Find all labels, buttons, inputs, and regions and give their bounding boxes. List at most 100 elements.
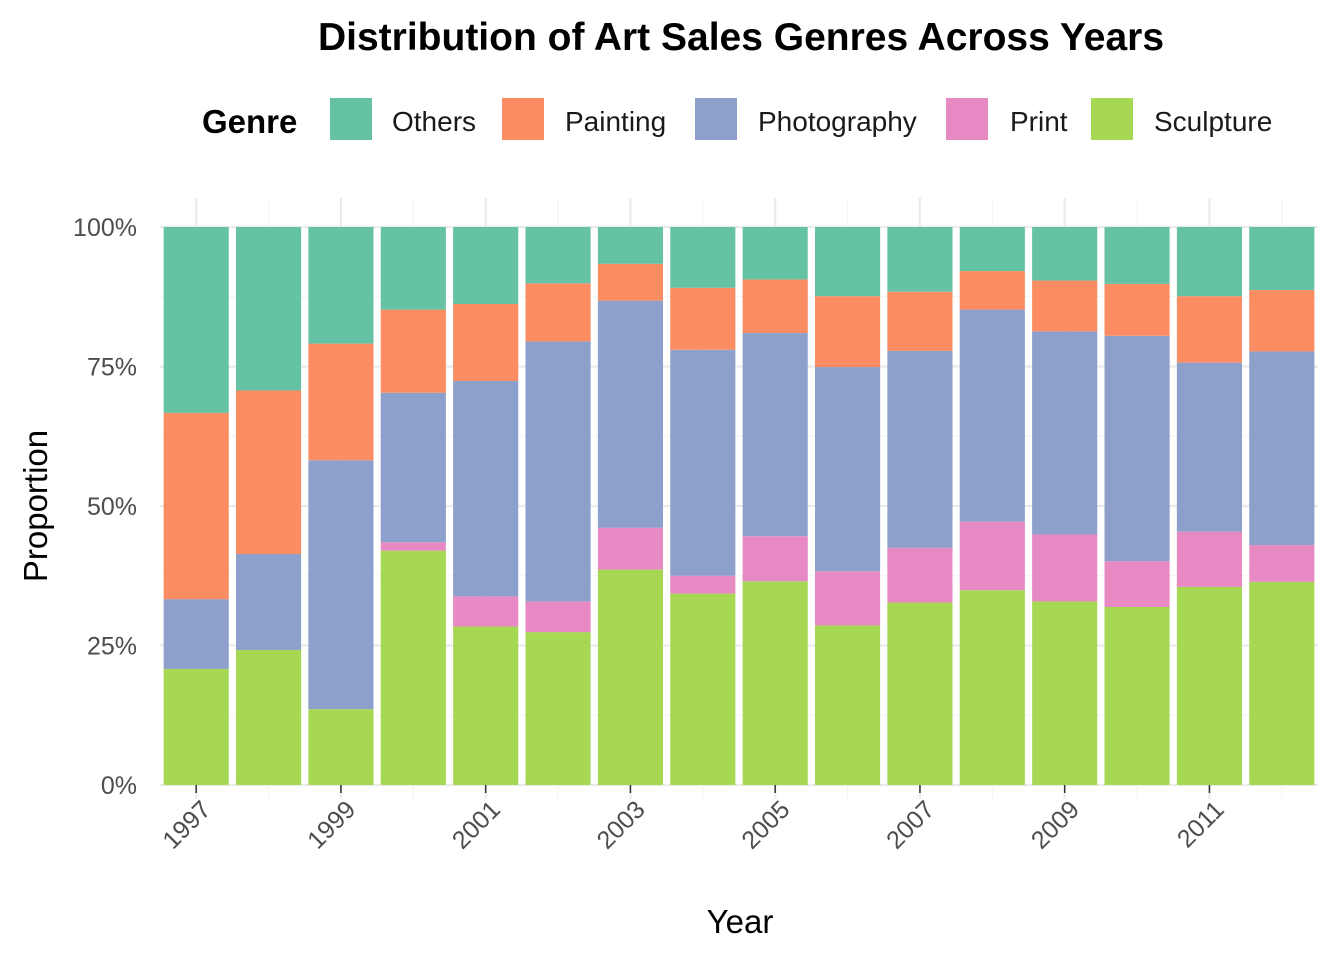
- legend-key-print: [946, 98, 988, 140]
- bar-photography-1997: [163, 599, 229, 669]
- bar-print-2006: [814, 571, 881, 626]
- bar-sculpture-2009: [1032, 601, 1098, 785]
- bar-stack-2007: [887, 227, 953, 785]
- bar-sculpture-2001: [453, 626, 519, 785]
- x-tick-label: 2001: [447, 795, 506, 854]
- bar-sculpture-2003: [597, 569, 664, 785]
- bar-print-2008: [959, 521, 1025, 591]
- bar-photography-2008: [959, 309, 1025, 522]
- legend-title: Genre: [202, 103, 297, 140]
- bar-sculpture-2004: [670, 593, 736, 785]
- legend-label-print: Print: [1010, 106, 1068, 137]
- bar-stack-2000: [380, 227, 446, 785]
- y-axis-title: Proportion: [17, 430, 54, 582]
- chart-title: Distribution of Art Sales Genres Across …: [318, 16, 1164, 59]
- bar-print-2000: [380, 542, 446, 551]
- bar-photography-2003: [597, 300, 664, 528]
- legend-item-others: Others: [330, 98, 476, 140]
- bar-stack-2009: [1032, 227, 1098, 785]
- bar-photography-2010: [1104, 335, 1170, 562]
- y-tick-label: 25%: [87, 633, 137, 661]
- bar-others-2001: [453, 227, 519, 305]
- bar-painting-2008: [959, 271, 1025, 310]
- bar-sculpture-2005: [742, 581, 808, 785]
- bar-photography-1998: [235, 553, 302, 650]
- bar-sculpture-2000: [380, 550, 446, 785]
- bar-stack-1998: [235, 227, 302, 785]
- bar-stack-2005: [742, 227, 808, 785]
- bar-print-2007: [887, 547, 953, 603]
- bar-others-2010: [1104, 227, 1170, 284]
- bar-stack-2004: [670, 227, 736, 785]
- bar-others-1999: [308, 227, 374, 344]
- x-tick-label: 2003: [592, 795, 651, 854]
- legend-item-painting: Painting: [502, 98, 666, 140]
- x-axis: 1997 1999 2001 2003 2005 2007 2009 2011: [157, 785, 1230, 855]
- legend-item-photography: Photography: [695, 98, 917, 140]
- bar-photography-2002: [525, 341, 591, 602]
- bar-painting-1998: [235, 390, 302, 554]
- y-tick-label: 50%: [87, 493, 137, 521]
- bar-stack-2010: [1104, 227, 1170, 785]
- bar-photography-2006: [814, 367, 881, 572]
- bar-stack-2001: [453, 227, 519, 785]
- bar-photography-2011: [1176, 362, 1243, 532]
- bar-painting-2006: [814, 296, 881, 368]
- bar-photography-2000: [380, 392, 446, 543]
- bar-sculpture-2011: [1176, 586, 1243, 785]
- bar-painting-2009: [1032, 280, 1098, 332]
- legend-key-others: [330, 98, 372, 140]
- bar-others-1997: [163, 227, 229, 413]
- bar-others-2002: [525, 227, 591, 284]
- legend-label-sculpture: Sculpture: [1154, 106, 1272, 137]
- bar-stack-1997: [163, 227, 229, 785]
- bar-painting-1997: [163, 412, 229, 600]
- legend-key-sculpture: [1091, 98, 1133, 140]
- bar-others-2006: [814, 227, 881, 297]
- bar-photography-2001: [453, 381, 519, 597]
- bars: [163, 227, 1315, 785]
- bar-print-2001: [453, 596, 519, 627]
- bar-others-1998: [235, 227, 302, 391]
- bar-sculpture-2006: [814, 625, 881, 785]
- y-axis: 0% 25% 50% 75% 100%: [73, 214, 137, 800]
- bar-painting-2007: [887, 291, 953, 351]
- bar-others-2000: [380, 227, 446, 310]
- bar-others-2011: [1176, 227, 1243, 297]
- x-tick-label: 1999: [302, 795, 361, 854]
- bar-painting-2010: [1104, 283, 1170, 336]
- bar-sculpture-2008: [959, 590, 1025, 785]
- bar-stack-1999: [308, 227, 374, 785]
- bar-photography-2009: [1032, 331, 1098, 535]
- bar-sculpture-1997: [163, 668, 229, 785]
- bar-sculpture-2010: [1104, 606, 1170, 785]
- bar-print-2003: [597, 527, 664, 570]
- x-tick-label: 2009: [1026, 795, 1085, 854]
- bar-print-2009: [1032, 534, 1098, 602]
- bar-others-2009: [1032, 227, 1098, 281]
- bar-print-2004: [670, 575, 736, 594]
- bar-print-2012: [1249, 545, 1315, 582]
- bar-others-2004: [670, 227, 736, 288]
- y-tick-label: 100%: [73, 214, 137, 242]
- bar-painting-2003: [597, 263, 664, 301]
- bar-painting-2002: [525, 283, 591, 342]
- bar-others-2012: [1249, 227, 1315, 291]
- bar-photography-2004: [670, 349, 736, 576]
- x-tick-label: 2005: [736, 795, 795, 854]
- bar-painting-2001: [453, 304, 519, 382]
- bar-sculpture-2007: [887, 602, 953, 785]
- bar-stack-2006: [814, 227, 881, 785]
- bar-stack-2002: [525, 227, 591, 785]
- bar-others-2005: [742, 227, 808, 280]
- legend-label-photography: Photography: [758, 106, 917, 137]
- bar-print-2002: [525, 601, 591, 633]
- legend-item-print: Print: [946, 98, 1068, 140]
- bar-others-2008: [959, 227, 1025, 272]
- legend-item-sculpture: Sculpture: [1091, 98, 1272, 140]
- legend-items: Others Painting Photography Print Sculpture: [330, 98, 1272, 140]
- bar-stack-2003: [597, 227, 664, 785]
- bar-sculpture-1999: [308, 709, 374, 785]
- bar-others-2003: [597, 227, 664, 264]
- bar-sculpture-2002: [525, 632, 591, 785]
